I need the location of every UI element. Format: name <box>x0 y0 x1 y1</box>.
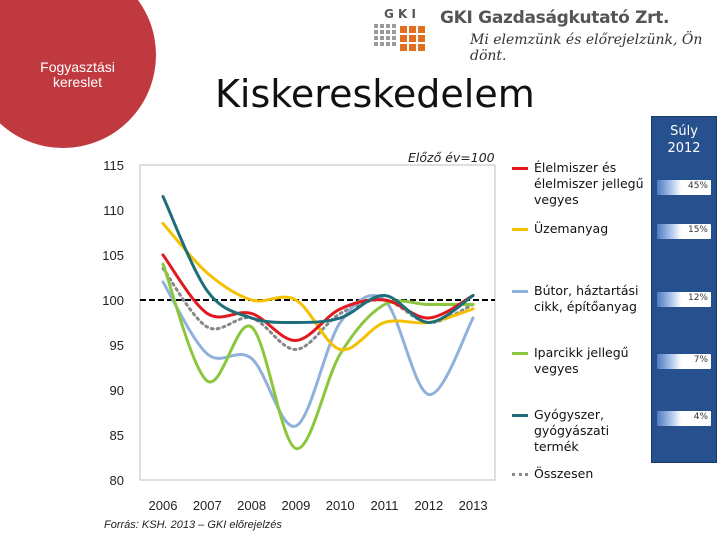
data-point-food <box>427 316 430 320</box>
y-tick-label: 95 <box>110 338 124 353</box>
series-line-total <box>161 267 475 352</box>
data-point-total <box>206 325 209 329</box>
legend-label-food: Élelmiszer és élelmiszer jellegű vegyes <box>534 160 644 207</box>
data-point-food <box>161 253 165 257</box>
weight-bar: 15% <box>657 224 711 239</box>
data-point-furniture <box>339 321 342 324</box>
data-point-pharma <box>161 195 165 198</box>
data-point-fuel <box>250 298 253 302</box>
weight-value: 45% <box>687 181 708 191</box>
data-point-industrial <box>206 379 209 383</box>
data-point-industrial <box>471 303 475 306</box>
source-footnote: Forrás: KSH. 2013 – GKI előrejelzés <box>104 519 282 531</box>
legend-swatch-furniture <box>512 290 528 293</box>
data-point-furniture <box>427 393 430 396</box>
legend-label-furniture: Bútor, háztartási cikk, építőanyag <box>534 283 639 314</box>
x-tick-label: 2013 <box>459 498 488 513</box>
x-tick-label: 2007 <box>193 498 222 513</box>
weight-bar: 12% <box>657 292 711 307</box>
data-point-furniture <box>471 316 475 320</box>
weight-bar: 7% <box>657 354 711 369</box>
x-tick-label: 2009 <box>281 498 310 513</box>
data-point-total <box>339 312 342 315</box>
data-point-furniture <box>294 424 298 428</box>
data-point-food <box>206 312 209 315</box>
data-point-industrial <box>339 352 342 356</box>
data-point-furniture <box>161 280 165 284</box>
legend-swatch-pharma <box>512 414 528 417</box>
data-point-industrial <box>161 262 165 266</box>
data-point-food <box>339 307 342 311</box>
data-point-fuel <box>294 298 298 302</box>
legend-label-industrial: Iparcikk jellegű vegyes <box>534 345 629 376</box>
data-point-pharma <box>250 316 253 320</box>
data-point-pharma <box>383 294 386 297</box>
weight-panel: Súly 2012 45% 15% 12% 7% 4% <box>651 116 717 463</box>
data-point-industrial <box>427 303 430 306</box>
y-tick-label: 85 <box>110 428 124 443</box>
data-point-fuel <box>206 271 209 275</box>
company-name: GKI Gazdaságkutató Zrt. <box>440 8 670 28</box>
data-point-pharma <box>206 289 209 293</box>
reference-annotation: Előző év=100 <box>408 150 495 165</box>
legend-swatch-food <box>512 167 528 170</box>
data-point-fuel <box>383 321 386 324</box>
y-tick-label: 100 <box>102 293 124 308</box>
weight-bar: 4% <box>657 411 711 426</box>
data-point-fuel <box>471 307 475 311</box>
x-tick-label: 2011 <box>371 498 399 513</box>
company-slogan: Mi elemzünk és előrejelzünk, Ön dönt. <box>470 32 703 64</box>
x-tick-label: 2012 <box>414 498 443 513</box>
plot-area <box>139 164 496 481</box>
data-point-industrial <box>294 447 298 450</box>
logo-mark-text: G K I <box>384 7 416 21</box>
gki-logo-icon: G K I <box>372 4 428 51</box>
weight-title: Súly 2012 <box>667 124 701 156</box>
weight-value: 12% <box>687 293 708 303</box>
weight-value: 4% <box>693 412 708 422</box>
x-tick-label: 2010 <box>326 498 355 513</box>
weight-value: 15% <box>687 225 708 235</box>
legend-label-fuel: Üzemanyag <box>534 221 609 236</box>
data-point-industrial <box>250 325 253 329</box>
legend-label-total: Összesen <box>534 466 594 481</box>
data-point-industrial <box>383 303 386 306</box>
data-point-fuel <box>339 348 342 351</box>
data-point-furniture <box>206 352 209 356</box>
series-line-fuel <box>161 222 475 352</box>
x-tick-label: 2008 <box>237 498 266 513</box>
data-point-furniture <box>250 357 253 360</box>
data-point-pharma <box>471 294 475 297</box>
data-point-pharma <box>339 316 342 320</box>
data-point-pharma <box>294 321 298 324</box>
data-point-food <box>383 298 386 302</box>
x-tick-label: 2006 <box>149 498 178 513</box>
y-tick-label: 105 <box>102 248 124 263</box>
weight-bar: 45% <box>657 180 711 195</box>
y-tick-label: 115 <box>103 158 124 173</box>
data-point-fuel <box>161 222 165 225</box>
data-point-pharma <box>427 321 430 324</box>
legend-label-pharma: Gyógyszer, gyógyászati termék <box>534 407 610 454</box>
weight-value: 7% <box>693 355 708 365</box>
legend-swatch-total <box>512 473 528 476</box>
y-tick-label: 90 <box>110 383 124 398</box>
data-point-total <box>294 348 298 351</box>
legend-swatch-fuel <box>512 228 528 231</box>
data-point-food <box>294 339 298 342</box>
data-point-food <box>250 312 253 315</box>
series-line-food <box>161 253 475 343</box>
y-tick-label: 80 <box>110 473 124 488</box>
y-tick-label: 110 <box>103 203 124 218</box>
legend-swatch-industrial <box>512 352 528 355</box>
section-label: Fogyasztási kereslet <box>40 59 115 90</box>
page-title: Kiskereskedelem <box>215 72 535 116</box>
